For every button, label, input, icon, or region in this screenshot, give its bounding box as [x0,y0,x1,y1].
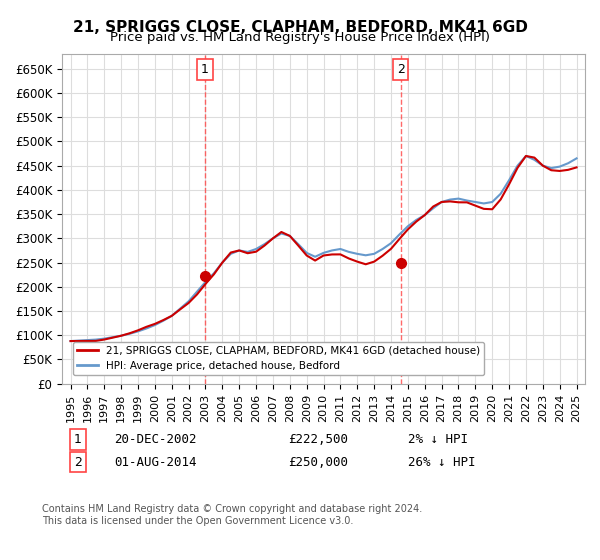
Text: 2: 2 [397,63,405,76]
Text: £222,500: £222,500 [288,433,348,446]
Text: 1: 1 [201,63,209,76]
Text: Contains HM Land Registry data © Crown copyright and database right 2024.
This d: Contains HM Land Registry data © Crown c… [42,504,422,526]
Text: 26% ↓ HPI: 26% ↓ HPI [408,455,476,469]
Text: 20-DEC-2002: 20-DEC-2002 [114,433,197,446]
Text: 2: 2 [74,455,82,469]
Text: Price paid vs. HM Land Registry's House Price Index (HPI): Price paid vs. HM Land Registry's House … [110,31,490,44]
Text: 01-AUG-2014: 01-AUG-2014 [114,455,197,469]
Text: 2% ↓ HPI: 2% ↓ HPI [408,433,468,446]
Text: 21, SPRIGGS CLOSE, CLAPHAM, BEDFORD, MK41 6GD: 21, SPRIGGS CLOSE, CLAPHAM, BEDFORD, MK4… [73,20,527,35]
Text: £250,000: £250,000 [288,455,348,469]
Text: 1: 1 [74,433,82,446]
Legend: 21, SPRIGGS CLOSE, CLAPHAM, BEDFORD, MK41 6GD (detached house), HPI: Average pri: 21, SPRIGGS CLOSE, CLAPHAM, BEDFORD, MK4… [73,342,484,375]
